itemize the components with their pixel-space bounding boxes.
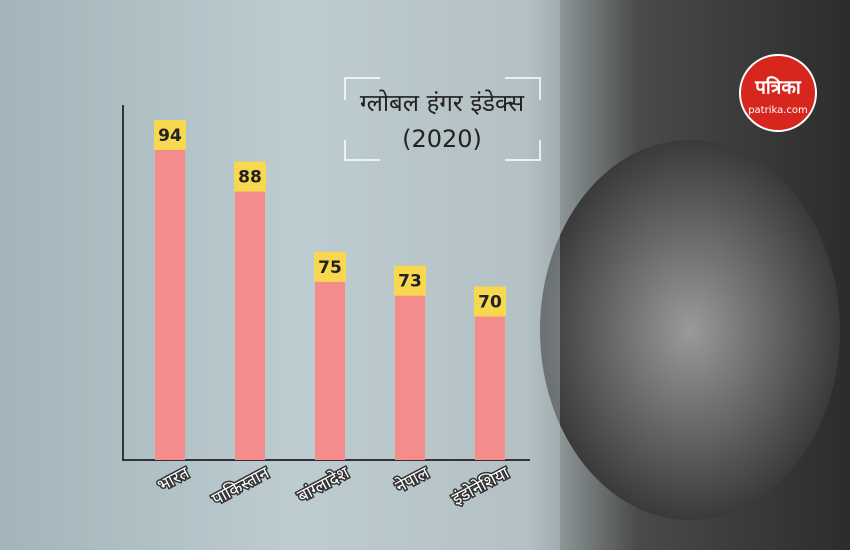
logo-url: patrika.com: [748, 105, 808, 116]
value-label: 94: [158, 126, 182, 146]
value-label-box: [394, 265, 426, 296]
value-label: 88: [238, 168, 262, 188]
title-frame: [344, 77, 541, 161]
logo-name: पत्रिका: [754, 76, 802, 99]
value-label: 70: [478, 293, 502, 313]
chart-subtitle: (2020): [402, 125, 482, 153]
value-label-box: [154, 119, 186, 150]
chart-title: ग्लोबल हंगर इंडेक्स: [360, 89, 525, 117]
value-label: 75: [318, 258, 342, 278]
value-label: 73: [398, 272, 422, 292]
logo-badge: [739, 54, 817, 132]
overlay: [0, 0, 560, 550]
value-label-box: [474, 286, 506, 317]
photo-face: [540, 140, 840, 520]
bar: [155, 119, 185, 460]
bar: [315, 251, 345, 460]
value-label-box: [234, 161, 266, 192]
bar: [235, 161, 265, 460]
bar: [395, 265, 425, 460]
value-label-box: [314, 251, 346, 282]
